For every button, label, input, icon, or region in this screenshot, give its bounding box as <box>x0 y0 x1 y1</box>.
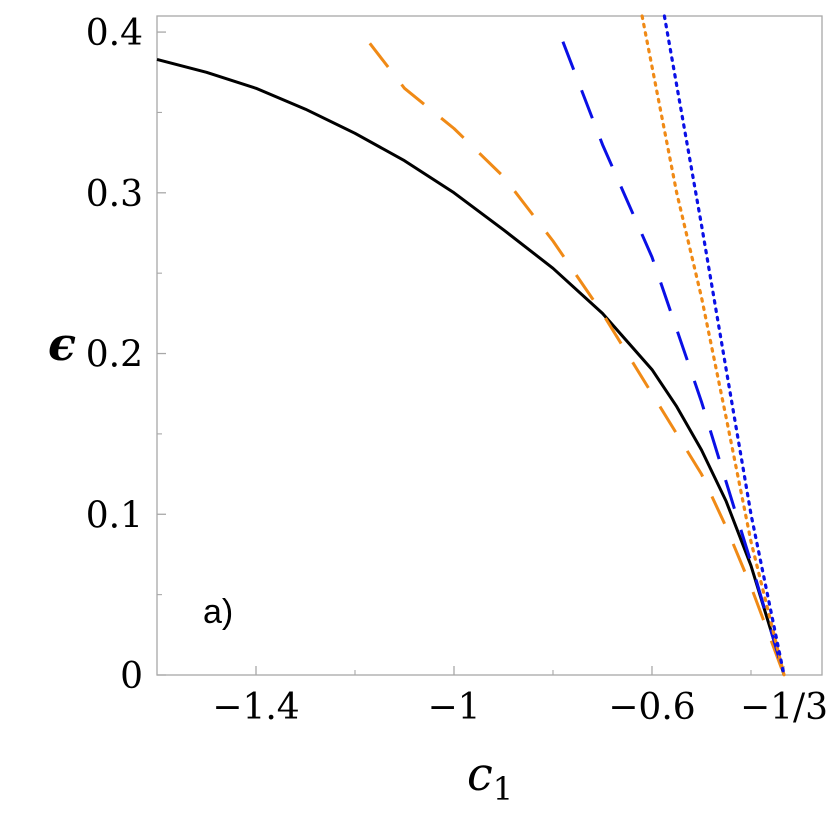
x-axis-label-main: c <box>467 747 493 801</box>
series-4-line <box>662 14 786 677</box>
x-tick-label: −0.6 <box>608 687 695 728</box>
y-tick-label: 0 <box>120 656 143 697</box>
y-tick-label: 0.3 <box>86 174 143 215</box>
x-tick-label: −1/3 <box>740 687 828 728</box>
plot-frame <box>156 15 823 676</box>
series-2-line <box>561 41 786 676</box>
axis-labels: c1 ϵ a) <box>48 317 513 808</box>
series-1-line <box>368 42 786 676</box>
y-tick-label: 0.2 <box>86 335 143 376</box>
x-axis-label-subscript: 1 <box>493 770 513 808</box>
y-tick-label: 0.4 <box>86 13 143 54</box>
x-tick-label: −1.4 <box>212 687 299 728</box>
series-3-line <box>640 14 786 677</box>
series-0-line <box>156 57 786 676</box>
panel-annotation: a) <box>203 593 233 631</box>
series-layer <box>156 14 786 677</box>
axis-ticks: −1.4 −1 −0.6 −1/3 0 0.1 0.2 0.3 0.4 <box>86 13 828 728</box>
y-tick-label: 0.1 <box>86 495 143 536</box>
x-tick-label: −1 <box>427 687 480 728</box>
x-axis-label: c1 <box>467 747 513 808</box>
y-axis-label: ϵ <box>48 317 76 371</box>
